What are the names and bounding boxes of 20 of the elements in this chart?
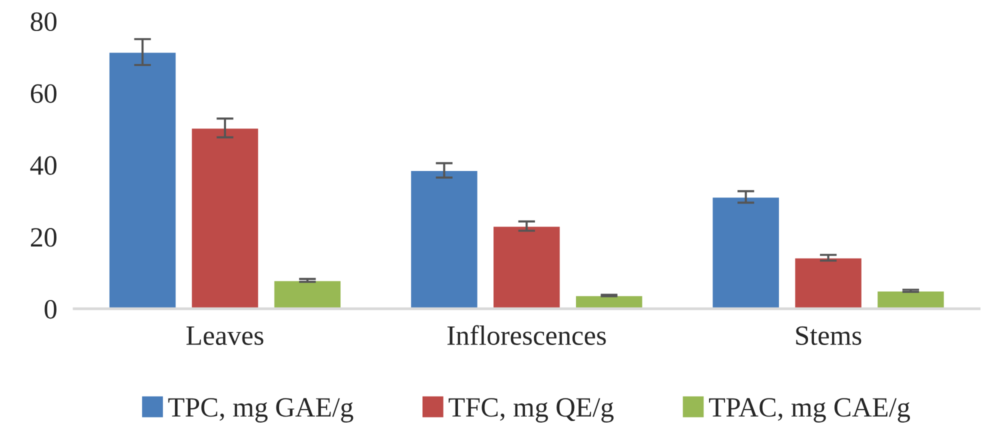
bar	[711, 196, 780, 309]
bar	[492, 225, 562, 309]
bar	[876, 290, 946, 309]
y-tick-label: 20	[30, 228, 56, 247]
legend-label: TFC, mg QE/g	[448, 398, 614, 423]
y-tick-label: 0	[44, 300, 56, 319]
legend-label: TPC, mg GAE/g	[168, 398, 354, 423]
legend-label: TPAC, mg CAE/g	[709, 398, 910, 423]
x-tick-label: Leaves	[186, 326, 264, 346]
bar	[272, 280, 342, 309]
bar	[190, 127, 260, 309]
y-tick-label: 60	[30, 84, 56, 103]
bar	[108, 51, 178, 309]
x-tick-label: Inflorescences	[447, 325, 606, 346]
y-tick-label: 40	[30, 156, 56, 175]
y-tick-label: 80	[30, 12, 56, 32]
bar	[794, 257, 863, 309]
bar	[410, 170, 479, 309]
bar	[574, 294, 644, 309]
x-tick-label: Stems	[796, 326, 862, 346]
